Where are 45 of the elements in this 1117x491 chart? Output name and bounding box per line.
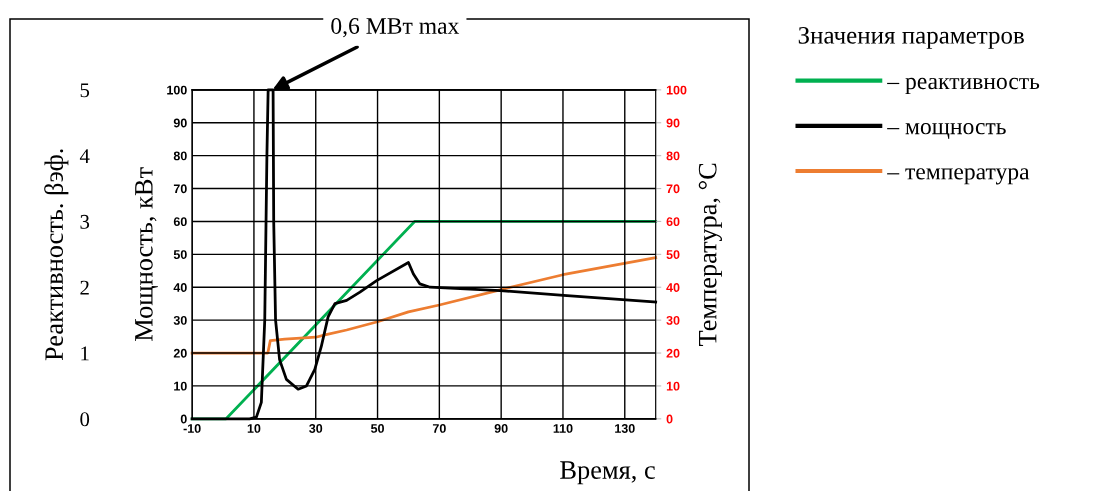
y-axis-title: Мощность, кВт [135,167,158,341]
y-tick-label: 0 [180,414,187,424]
annotation: 0,6 МВт max [331,17,460,38]
x-tick-label: 10 [247,424,261,433]
y-tick-label: 40 [173,283,187,292]
legend-label: – реактивность [887,77,1040,94]
y3-axis-title: Реактивность. βэф. [44,149,69,361]
y3-tick-label: 3 [80,214,90,229]
y2-tick-label: 10 [666,381,680,391]
y2-tick-label: 50 [666,250,680,259]
x-tick-label: 50 [370,424,384,433]
y2-tick-label: 100 [666,85,687,95]
y-tick-label: 30 [173,315,187,325]
x-axis-title: Время, с [560,461,655,485]
x-tick-label: -10 [183,424,201,433]
y3-tick-label: 2 [80,280,89,295]
y2-tick-label: 80 [666,151,680,161]
y-tick-label: 80 [173,151,187,161]
y-tick-label: 50 [173,250,187,259]
y3-tick-label: 1 [81,346,89,361]
y-tick-label: 90 [173,118,187,128]
x-tick-label: 70 [432,424,446,433]
y-tick-label: 70 [173,184,187,194]
y2-tick-label: 70 [666,184,680,194]
x-tick-label: 30 [309,424,323,433]
y3-tick-label: 0 [80,412,90,427]
y2-tick-label: 60 [666,217,680,227]
y-tick-label: 20 [173,348,187,358]
legend-title: Значения параметров [798,26,1024,49]
y2-tick-label: 40 [666,283,680,292]
y2-axis-title: Температура, °C [698,163,722,346]
x-tick-label: 110 [553,424,573,433]
y3-tick-label: 5 [80,83,90,98]
y-tick-label: 60 [173,217,187,227]
y2-tick-label: 0 [666,414,673,424]
y-tick-label: 100 [167,85,187,95]
y-tick-label: 10 [174,381,187,391]
x-tick-label: 90 [494,424,508,433]
x-tick-label: 130 [615,424,635,433]
legend-label: – температура [887,168,1030,185]
y2-tick-label: 20 [666,348,680,358]
y3-tick-label: 4 [79,149,90,163]
y2-tick-label: 30 [666,315,680,325]
y2-tick-label: 90 [666,118,680,128]
legend-label: – мощность [887,123,1006,140]
